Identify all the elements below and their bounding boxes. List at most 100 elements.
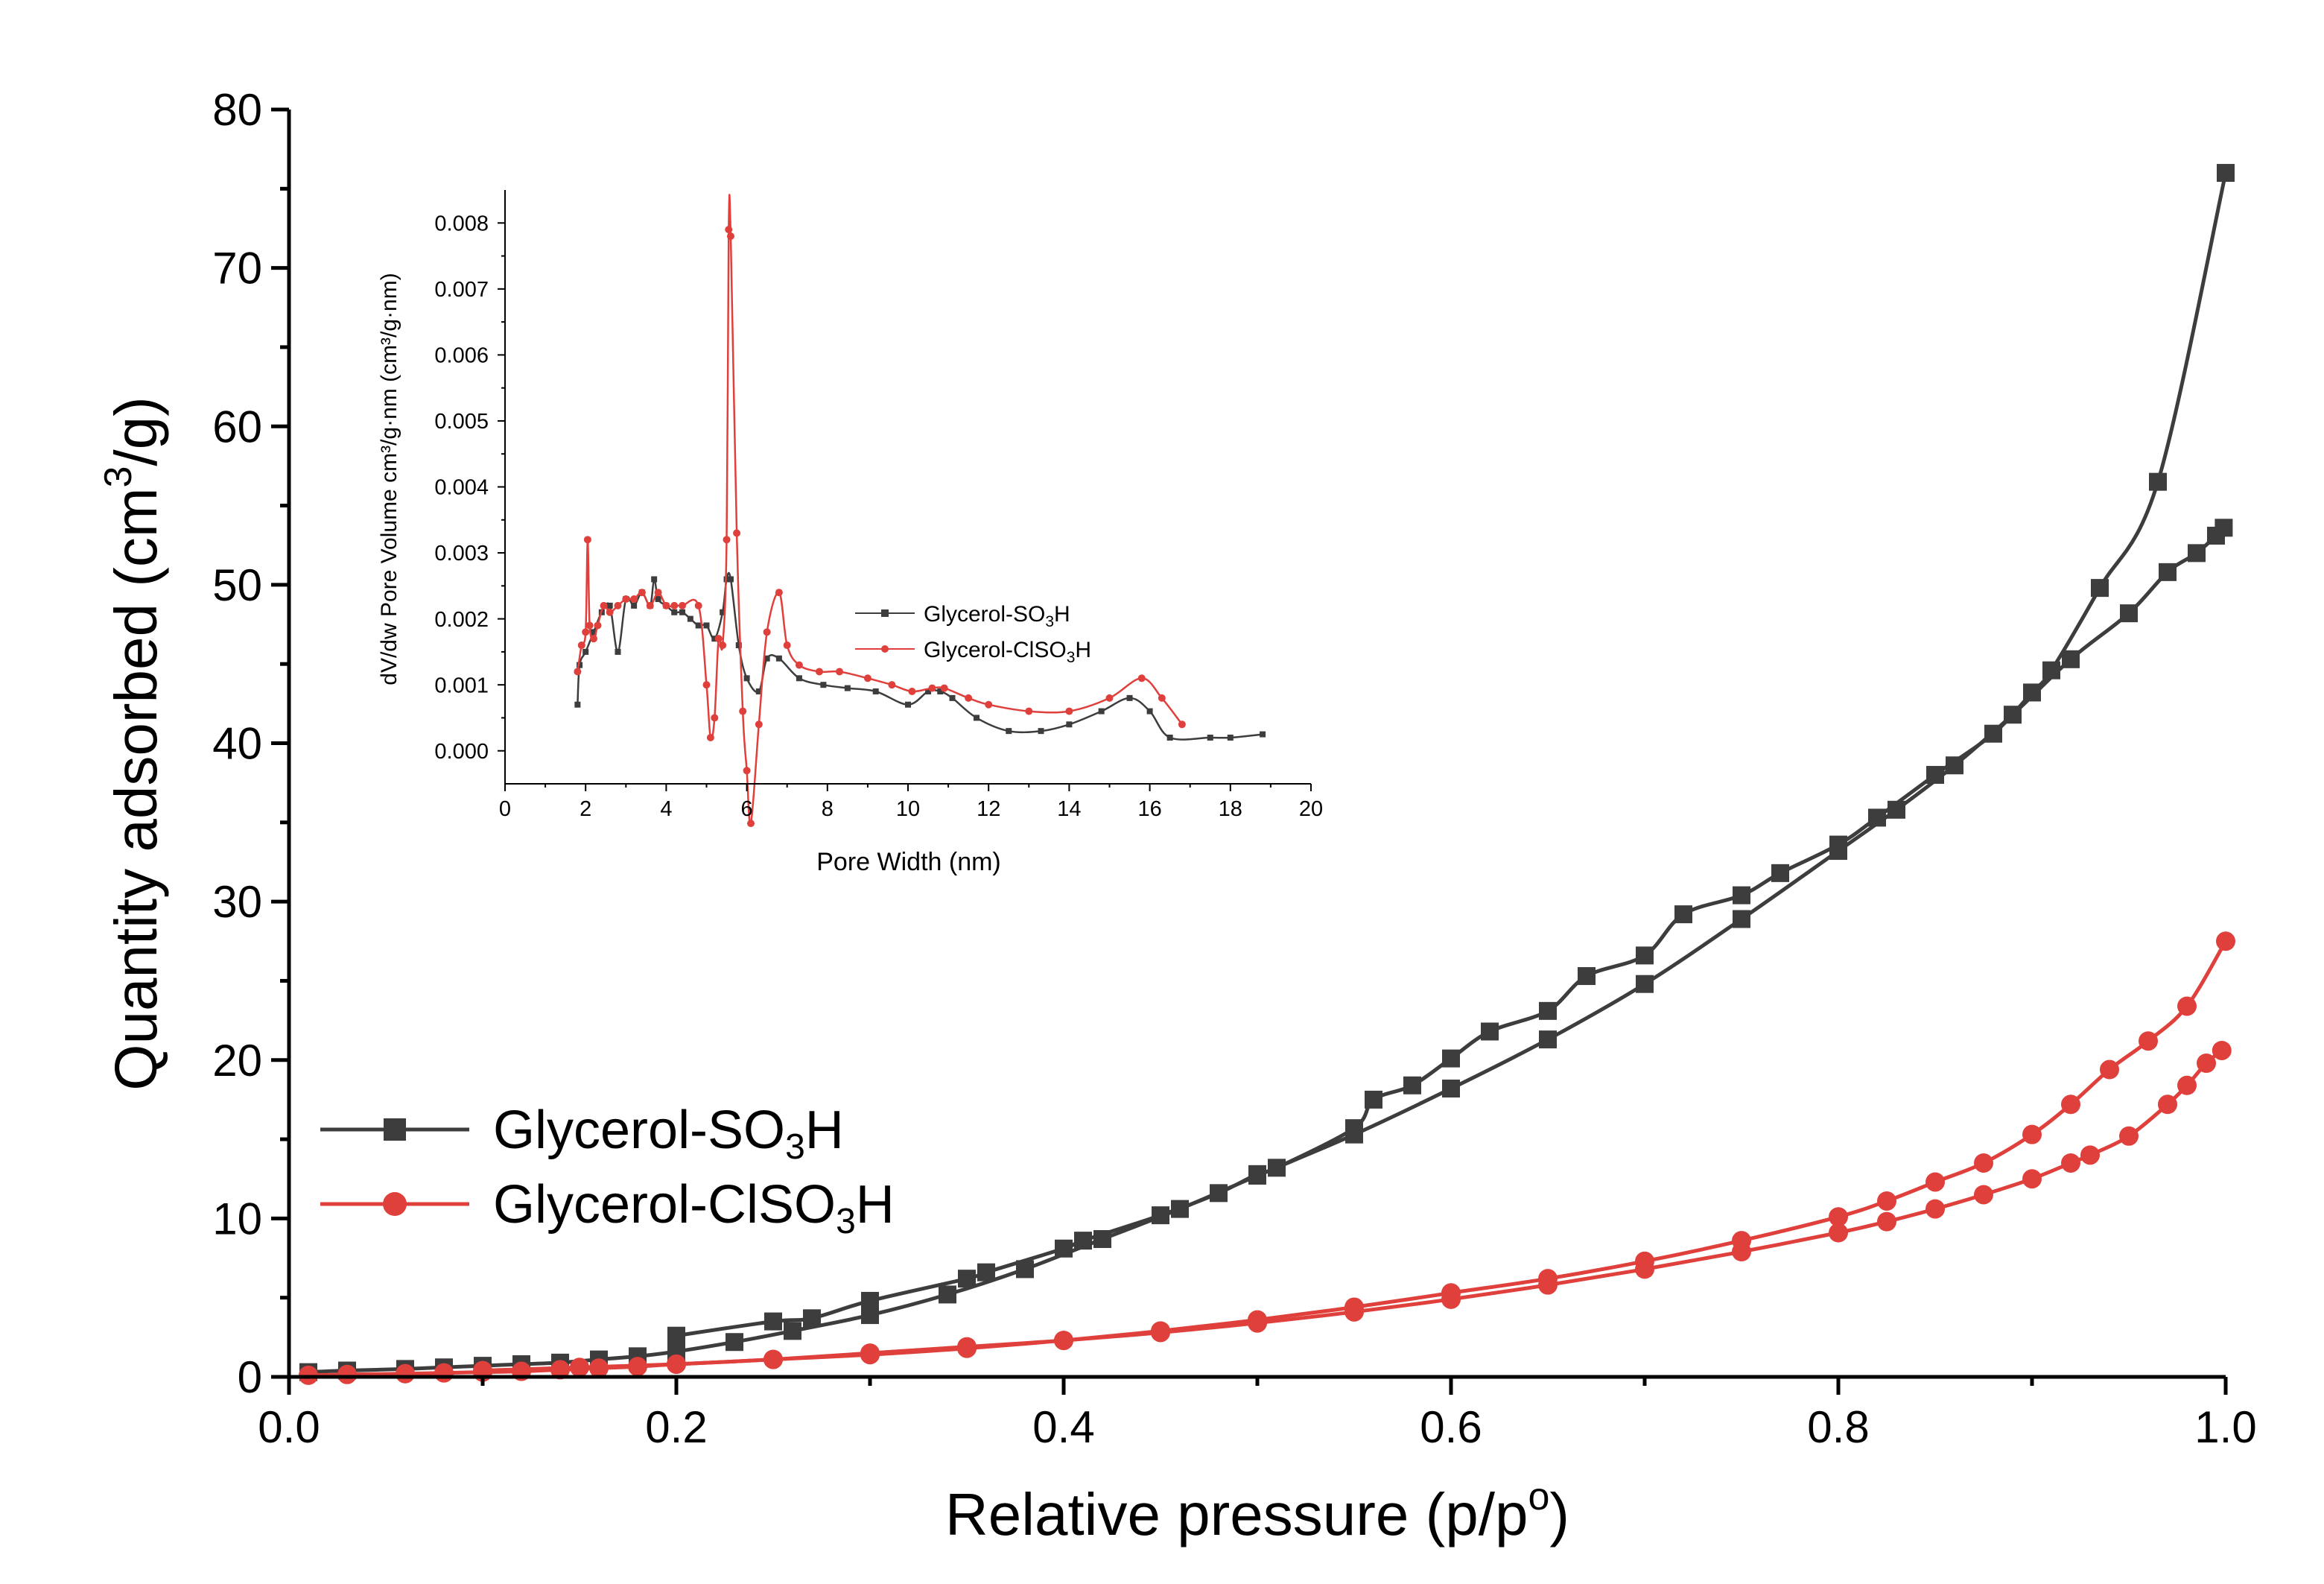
main-y-tick-label: 0 <box>238 1352 262 1402</box>
main-y-axis-label: Quantity adsorbed (cm3/g) <box>97 396 169 1091</box>
main-data-point-circle <box>2158 1094 2177 1115</box>
main-data-point-circle <box>2022 1124 2042 1144</box>
inset-data-point-square <box>872 688 879 695</box>
main-data-point-circle <box>1877 1211 1896 1232</box>
inset-data-point-circle <box>940 684 948 692</box>
inset-legend-label-1: Glycerol-SO3H <box>924 602 1070 630</box>
inset-data-point-square <box>631 602 638 609</box>
main-data-point-square <box>1636 946 1654 965</box>
inset-data-point-square <box>1006 728 1012 735</box>
inset-y-tick-label: 0.007 <box>434 278 489 302</box>
main-data-point-square <box>1733 886 1750 905</box>
main-y-ticks: 0 10 20 30 40 50 60 70 80 <box>212 85 289 1402</box>
main-y-tick-label: 40 <box>212 719 262 769</box>
inset-data-point-circle <box>622 595 630 603</box>
inset-data-point-square <box>925 688 932 695</box>
inset-data-point-circle <box>863 674 872 682</box>
inset-data-point-square <box>695 622 702 629</box>
inset-data-point-square <box>703 622 710 629</box>
inset-data-point-circle <box>795 661 803 669</box>
main-data-point-circle <box>1538 1269 1558 1289</box>
inset-data-point-circle <box>888 681 896 689</box>
inset-y-ticks: 0.000 0.001 0.002 0.003 0.004 0.005 0.006 0.007… <box>434 212 505 764</box>
inset-x-tick-label: 20 <box>1299 797 1323 821</box>
main-data-point-circle <box>2061 1153 2080 1173</box>
inset-data-point-circle <box>836 668 844 676</box>
inset-y-tick-label: 0.004 <box>434 476 489 500</box>
main-series-line <box>482 940 2228 1372</box>
main-data-point-square <box>1481 1022 1499 1041</box>
inset-data-point-square <box>755 688 762 695</box>
main-x-tick-label: 1.0 <box>2194 1402 2256 1452</box>
inset-y-tick-label: 0.000 <box>434 740 489 764</box>
inset-data-point-circle <box>985 700 993 709</box>
inset-x-tick-label: 2 <box>580 797 591 821</box>
main-series-group <box>299 164 2235 1385</box>
main-data-point-square <box>2215 519 2233 537</box>
inset-data-point-square <box>937 688 944 695</box>
inset-data-point-circle <box>662 601 670 609</box>
main-x-axis-label: Relative pressure (p/po) <box>945 1475 1569 1547</box>
main-data-point-square <box>1268 1159 1286 1177</box>
main-data-point-square <box>939 1285 956 1304</box>
main-x-tick-label: 0.2 <box>645 1402 707 1452</box>
main-data-point-square <box>784 1322 801 1340</box>
legend-marker-circle-icon <box>383 1192 407 1216</box>
inset-data-point-circle <box>670 601 679 609</box>
inset-data-point-circle <box>600 601 608 609</box>
inset-legend-marker-circle-icon <box>881 645 889 653</box>
inset-data-point-square <box>1260 731 1266 738</box>
main-y-tick-label: 10 <box>212 1194 262 1244</box>
inset-data-point-circle <box>630 595 638 603</box>
main-data-point-square <box>2159 563 2177 581</box>
inset-data-point-circle <box>1105 694 1114 702</box>
main-data-point-square <box>977 1263 995 1282</box>
main-data-point-circle <box>1925 1199 1945 1219</box>
main-data-point-circle <box>434 1363 454 1383</box>
inset-data-point-circle <box>1137 674 1146 682</box>
inset-series-line <box>577 571 1263 741</box>
inset-plot: 0 2 4 6 8 10 12 14 16 18 20 0.0000.0010.0020.0030.… <box>377 190 1323 876</box>
inset-data-point-square <box>727 576 734 583</box>
inset-data-point-circle <box>654 589 662 597</box>
inset-y-tick-label: 0.003 <box>434 542 489 566</box>
inset-y-tick-label: 0.001 <box>434 674 489 697</box>
inset-data-point-circle <box>646 601 654 609</box>
main-data-point-circle <box>1151 1321 1170 1341</box>
inset-data-point-circle <box>706 734 714 742</box>
inset-data-point-square <box>687 615 693 622</box>
inset-data-point-square <box>1126 694 1133 701</box>
main-x-ticks: 0.0 0.2 0.4 0.6 0.8 1.0 <box>258 1377 2257 1452</box>
inset-data-point-square <box>1038 728 1044 735</box>
inset-x-axis-label: Pore Width (nm) <box>816 848 1001 876</box>
main-data-point-square <box>1539 1001 1557 1020</box>
inset-x-tick-label: 4 <box>660 797 672 821</box>
main-data-point-circle <box>1877 1191 1896 1211</box>
main-data-point-circle <box>2216 931 2235 951</box>
inset-data-point-circle <box>694 601 702 609</box>
main-data-point-circle <box>2139 1031 2158 1051</box>
main-data-point-circle <box>1974 1185 1993 1205</box>
main-data-point-circle <box>2080 1145 2100 1165</box>
inset-x-tick-label: 10 <box>896 797 920 821</box>
inset-data-point-square <box>606 602 613 609</box>
inset-data-point-square <box>743 675 750 682</box>
main-data-point-circle <box>1732 1231 1751 1251</box>
inset-x-ticks: 0 2 4 6 8 10 12 14 16 18 20 <box>499 784 1323 821</box>
inset-data-point-square <box>1066 721 1073 728</box>
inset-x-tick-label: 12 <box>977 797 1000 821</box>
main-data-point-circle <box>1344 1297 1364 1317</box>
main-data-point-circle <box>396 1363 415 1384</box>
inset-x-tick-label: 16 <box>1137 797 1161 821</box>
main-data-point-square <box>1365 1090 1382 1109</box>
inset-x-tick-label: 8 <box>822 797 834 821</box>
main-data-point-circle <box>2022 1169 2042 1189</box>
main-data-point-circle <box>667 1354 686 1374</box>
main-data-point-circle <box>1925 1172 1945 1192</box>
main-data-point-square <box>2120 604 2138 623</box>
main-data-point-square <box>1442 1049 1460 1068</box>
main-y-tick-label: 80 <box>212 85 262 135</box>
main-data-point-circle <box>2177 1075 2197 1095</box>
